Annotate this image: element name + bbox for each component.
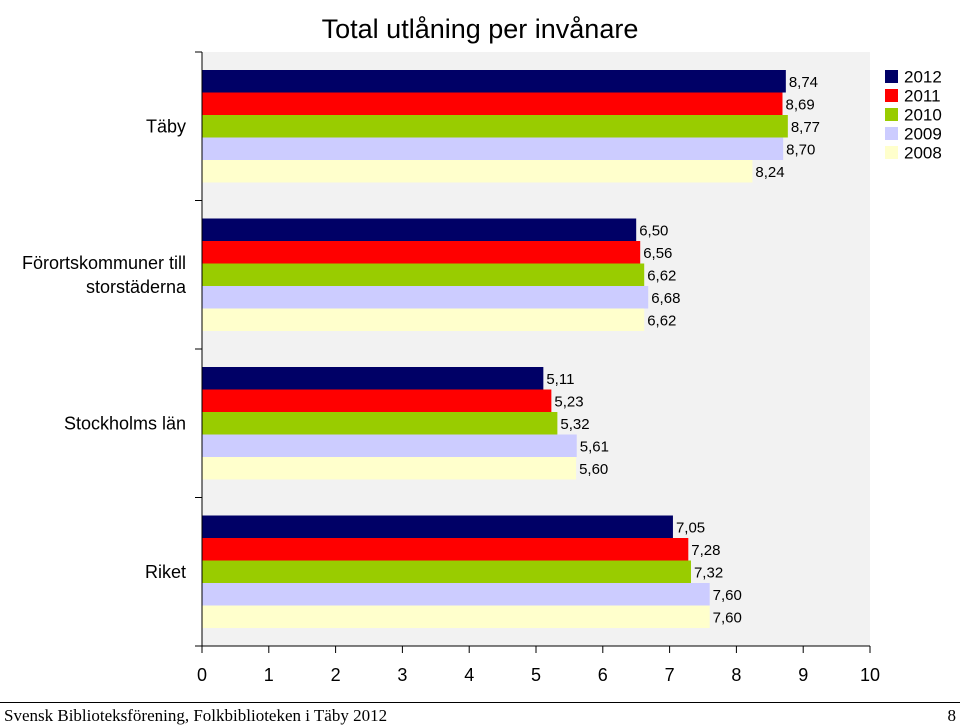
x-tick-label-4: 4 [464,665,474,685]
data-label-2009-0: 8,70 [786,141,815,158]
data-label-2011-3: 7,28 [691,542,720,559]
bar-2012-2 [202,367,544,390]
bar-2010-3 [202,560,691,583]
legend-label-2011: 2011 [904,87,941,106]
axes-group: 0 1 2 3 4 5 6 7 8 9 10 [195,51,880,685]
legend-label-2012: 2012 [904,68,942,87]
x-tick-label-3: 3 [397,665,407,685]
data-label-2011-1: 6,56 [643,245,672,262]
x-tick-label-0: 0 [197,665,207,685]
legend-swatch-2009 [885,127,898,140]
data-label-2008-0: 8,24 [755,164,784,181]
data-label-2010-0: 8,77 [791,119,820,136]
data-label-2009-2: 5,61 [580,438,609,455]
data-label-2009-1: 6,68 [651,290,680,307]
bar-2012-0 [202,70,786,93]
footer: Svensk Biblioteksförening, Folkbibliotek… [0,702,960,726]
legend-swatch-2011 [885,89,898,102]
bar-2011-0 [202,92,783,115]
legend-swatch-2008 [885,146,898,159]
bar-2010-1 [202,263,645,286]
data-label-2010-3: 7,32 [694,564,723,581]
legend-label-2010: 2010 [904,106,942,125]
x-tick-label-8: 8 [731,665,741,685]
data-label-2010-1: 6,62 [647,267,676,284]
data-label-2008-1: 6,62 [647,312,676,329]
data-label-2008-3: 7,60 [713,609,742,626]
data-labels-group: 8,74 8,69 8,77 8,708,24 6,50 6,56 6,62 6,68 6,62… [546,74,820,627]
x-tick-label-5: 5 [531,665,541,685]
data-label-2012-0: 8,74 [789,74,818,91]
x-tick-label-2: 2 [331,665,341,685]
bar-chart: Total utlåning per invånare 8,74 8,69 8,77… [22,14,942,685]
data-label-2012-2: 5,11 [546,371,574,388]
data-label-2010-2: 5,32 [560,416,589,433]
bar-2012-1 [202,218,637,241]
category-label-0-0: Täby [146,116,186,136]
bar-2009-0 [202,137,784,160]
x-tick-label-6: 6 [598,665,608,685]
data-label-2011-2: 5,23 [554,393,583,410]
page-number: 8 [947,706,957,725]
x-tick-label-1: 1 [264,665,274,685]
bar-2011-1 [202,241,641,264]
data-label-2012-1: 6,50 [639,222,668,239]
bar-2011-3 [202,538,689,561]
x-tick-label-9: 9 [798,665,808,685]
legend-label-2009: 2009 [904,125,942,144]
data-label-2009-3: 7,60 [713,587,742,604]
bar-2009-3 [202,583,710,606]
legend-swatch-2010 [885,108,898,121]
category-label-2-0: Stockholms län [64,413,186,433]
bar-2009-2 [202,434,577,457]
bar-2009-1 [202,286,649,309]
legend-swatch-2012 [885,70,898,83]
x-tick-label-7: 7 [665,665,675,685]
bars-group [202,70,788,628]
bar-2008-0 [202,160,753,183]
bar-2010-2 [202,412,558,435]
data-label-2012-3: 7,05 [676,519,705,536]
bar-2008-2 [202,457,577,480]
bar-2010-0 [202,115,788,138]
bar-2008-3 [202,605,710,628]
data-label-2011-0: 8,69 [785,96,814,113]
x-tick-label-10: 10 [860,665,880,685]
bar-2008-1 [202,308,645,331]
category-label-3-0: Riket [145,562,186,582]
data-label-2008-2: 5,60 [579,461,608,478]
legend-label-2008: 2008 [904,144,942,163]
bar-2011-2 [202,389,552,412]
bar-2012-3 [202,515,673,538]
footer-source: Svensk Biblioteksförening, Folkbibliotek… [4,706,388,725]
category-label-1-1: storstäderna [86,277,187,297]
chart-title: Total utlåning per invånare [322,14,639,44]
category-label-1-0: Förortskommuner till [22,253,186,273]
category-labels-group: Täby Förortskommuner till storstäderna Stoc… [22,116,187,582]
